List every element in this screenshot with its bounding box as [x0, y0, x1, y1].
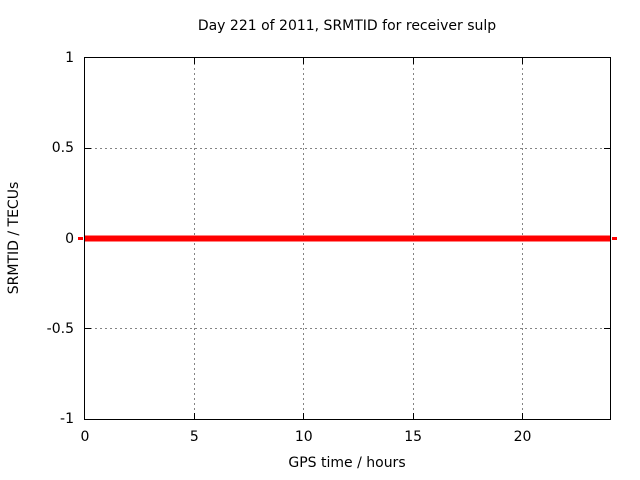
x-tick-top — [303, 58, 305, 64]
x-tick-bottom — [522, 413, 523, 419]
y-axis-label: SRMTID / TECUs — [6, 181, 22, 295]
y-tick-left — [85, 328, 91, 330]
x-tick-label: 0 — [80, 429, 90, 445]
series-line-overshoot-right — [612, 237, 617, 240]
x-axis-label: GPS time / hours — [288, 455, 406, 471]
y-tick-label: -0.5 — [46, 320, 74, 337]
chart-title: Day 221 of 2011, SRMTID for receiver sul… — [197, 18, 497, 34]
x-tick-label: 15 — [404, 429, 423, 445]
series-line-overshoot-left — [78, 237, 83, 240]
x-tick-top — [522, 58, 523, 64]
x-tick-bottom — [193, 413, 195, 419]
plot-area — [84, 57, 611, 420]
y-tick-label: 1 — [65, 50, 74, 66]
x-tick-bottom — [303, 413, 305, 419]
x-tick-top — [412, 58, 414, 64]
y-tick-right — [604, 328, 610, 330]
x-tick-bottom — [412, 413, 414, 419]
y-tick-label: 0 — [65, 230, 74, 247]
y-tick-label: 0.5 — [51, 140, 74, 157]
x-tick-label: 10 — [294, 429, 313, 445]
y-gridline — [85, 147, 610, 149]
series-layer — [85, 235, 610, 242]
x-tick-top — [193, 58, 195, 64]
y-tick-label: -1 — [60, 411, 74, 427]
y-tick-right — [604, 147, 610, 149]
y-gridline — [85, 328, 610, 330]
x-tick-label: 5 — [189, 429, 199, 445]
y-tick-left — [85, 147, 91, 149]
x-tick-label: 20 — [513, 429, 532, 445]
